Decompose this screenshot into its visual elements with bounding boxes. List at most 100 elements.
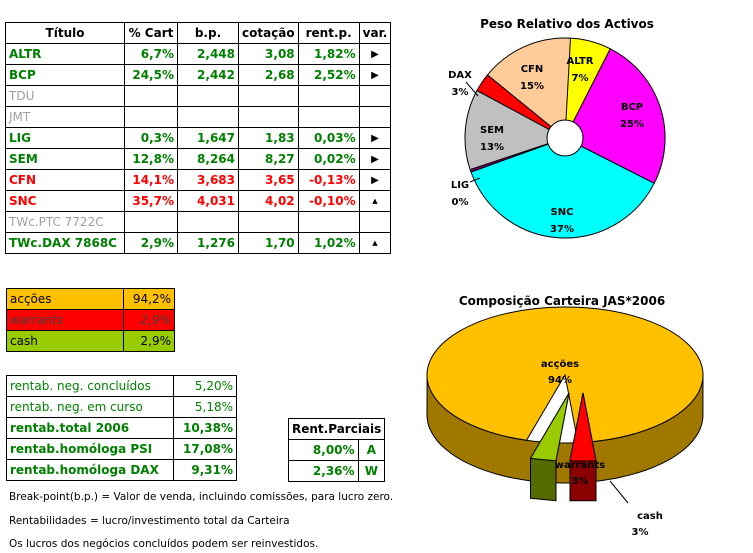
security-pct: 6,7% (124, 43, 178, 65)
col-header-title: Título (5, 22, 125, 44)
pie1-label-bcp: BCP (621, 102, 643, 113)
security-break-point: 3,683 (177, 169, 239, 191)
partial-returns-header: Rent.Parciais (287, 418, 386, 440)
returns-value: 5,20% (173, 375, 237, 397)
portfolio-row: TDU (5, 85, 392, 107)
security-return: -0,10% (297, 190, 360, 212)
pie2-label-acoes: acções (541, 359, 579, 370)
pie2-slice-warrants (569, 392, 597, 462)
pie2-label-warrants: cash (637, 511, 663, 522)
arrow-up-icon: ▲ (358, 232, 392, 254)
security-return (297, 211, 360, 233)
portfolio-table: Título % Cart b.p. cotação rent.p. var. … (5, 22, 392, 254)
pie-chart-peso-relativo: Peso Relativo dos Activos ALTR 7% BCP 25% SN… (448, 17, 666, 239)
pie1-label-altr: ALTR (567, 56, 594, 67)
security-pct: 12,8% (124, 148, 178, 170)
security-pct: 14,1% (124, 169, 178, 191)
pie2-slice-cash (529, 392, 570, 462)
var-cell (358, 211, 392, 233)
returns-label: rentab.homóloga PSI (6, 438, 174, 460)
security-return: 0,03% (297, 127, 360, 149)
security-return: 1,82% (297, 43, 360, 65)
pie1-value-sem: 13% (480, 142, 504, 153)
partial-returns-tag: A (357, 439, 386, 461)
returns-row: rentab.homóloga PSI 17,08% (6, 438, 237, 460)
pie1-value-lig: 0% (452, 197, 469, 208)
security-price: 3,08 (238, 43, 299, 65)
partial-returns-title: Rent.Parciais (287, 418, 386, 440)
partial-returns-row: 8,00% A (288, 439, 386, 461)
portfolio-row: CFN 14,1% 3,683 3,65 -0,13% ▶ (5, 169, 392, 191)
security-return: 1,02% (297, 232, 360, 254)
note-lucros: Os lucros dos negócios concluídos podem … (9, 538, 319, 550)
returns-row: rentab.total 2006 10,38% (6, 417, 237, 439)
security-break-point: 2,448 (177, 43, 239, 65)
pie1-slice-cfn (486, 37, 572, 140)
allocation-label: warrants (6, 309, 124, 331)
col-header-pct: % Cart (124, 22, 178, 44)
pie1-value-dax: 3% (452, 87, 469, 98)
returns-value: 10,38% (173, 417, 237, 439)
note-break-point: Break-point(b.p.) = Valor de venda, incl… (9, 491, 394, 503)
security-return: -0,13% (297, 169, 360, 191)
allocation-value: 2,9% (123, 309, 175, 331)
security-pct: 24,5% (124, 64, 178, 86)
arrow-right-icon: ▶ (358, 148, 392, 170)
security-break-point (177, 85, 239, 107)
security-break-point: 8,264 (177, 148, 239, 170)
partial-returns-tag: W (357, 460, 386, 482)
security-name: TDU (5, 85, 125, 107)
security-price: 4,02 (238, 190, 299, 212)
pie2-value-acoes: 94% (548, 375, 572, 386)
security-name: JMT (5, 106, 125, 128)
partial-returns-row: 2,36% W (288, 460, 386, 482)
returns-table: rentab. neg. concluídos 5,20% rentab. neg… (6, 375, 237, 481)
pie1-value-altr: 7% (572, 73, 589, 84)
security-pct (124, 106, 178, 128)
pie1-label-lig: LIG (451, 180, 469, 191)
returns-label: rentab. neg. concluídos (6, 375, 174, 397)
security-break-point: 2,442 (177, 64, 239, 86)
portfolio-row: ALTR 6,7% 2,448 3,08 1,82% ▶ (5, 43, 392, 65)
pie2-value-cash: 3% (572, 476, 589, 487)
arrow-right-icon: ▶ (358, 169, 392, 191)
col-header-rent: rent.p. (297, 22, 360, 44)
portfolio-header-row: Título % Cart b.p. cotação rent.p. var. (5, 22, 392, 44)
security-name: TWc.PTC 7722C (5, 211, 125, 233)
security-pct: 2,9% (124, 232, 178, 254)
arrow-right-icon: ▶ (358, 43, 392, 65)
pie1-title: Peso Relativo dos Activos (480, 17, 654, 31)
partial-returns-table: Rent.Parciais 8,00% A 2,36% W (287, 418, 386, 482)
security-name: TWc.DAX 7868C (5, 232, 125, 254)
arrow-right-icon: ▶ (358, 64, 392, 86)
pie1-leader-lig (469, 177, 481, 183)
pie2-label-cash: warrants (555, 460, 605, 471)
pie2-slice-acoes (426, 306, 704, 444)
pie1-label-sem: SEM (480, 125, 504, 136)
security-price: 8,27 (238, 148, 299, 170)
pie1-value-snc: 37% (550, 224, 574, 235)
security-price (238, 85, 299, 107)
pie1-value-bcp: 25% (620, 119, 644, 130)
pie1-label-snc: SNC (551, 207, 574, 218)
returns-row: rentab. neg. em curso 5,18% (6, 396, 237, 418)
security-name: ALTR (5, 43, 125, 65)
portfolio-row: SNC 35,7% 4,031 4,02 -0,10% ▲ (5, 190, 392, 212)
arrow-right-icon: ▶ (358, 127, 392, 149)
pie2-title: Composição Carteira JAS*2006 (459, 294, 665, 308)
allocation-value: 94,2% (123, 288, 175, 310)
security-return: 0,02% (297, 148, 360, 170)
security-price: 1,70 (238, 232, 299, 254)
note-rentabilidades: Rentabilidades = lucro/investimento tota… (9, 515, 290, 527)
security-price (238, 211, 299, 233)
allocation-table: acções 94,2% warrants 2,9% cash 2,9% (6, 288, 175, 352)
security-price: 3,65 (238, 169, 299, 191)
security-price: 1,83 (238, 127, 299, 149)
var-cell (358, 85, 392, 107)
allocation-row: acções 94,2% (6, 288, 175, 310)
security-return (297, 106, 360, 128)
pie1-value-cfn: 15% (520, 81, 544, 92)
returns-label: rentab.homóloga DAX (6, 459, 174, 481)
security-pct (124, 85, 178, 107)
returns-label: rentab.total 2006 (6, 417, 174, 439)
